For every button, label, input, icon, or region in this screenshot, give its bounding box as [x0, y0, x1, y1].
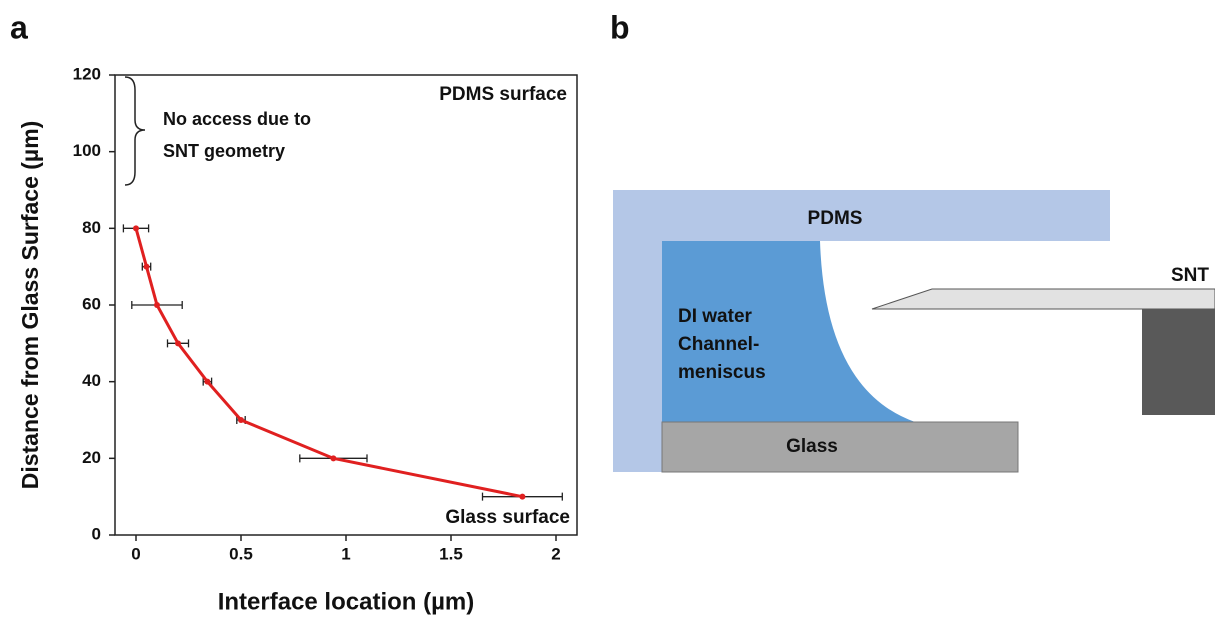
data-point [238, 417, 244, 423]
annotation: PDMS surface [439, 84, 567, 105]
x-tick-label: 0.5 [229, 544, 253, 563]
panel-label: b [610, 9, 630, 45]
diagram-label: Glass [786, 436, 838, 457]
data-point [133, 225, 139, 232]
x-tick-label: 1.5 [439, 544, 463, 563]
x-axis-title: Interface location (µm) [218, 588, 475, 615]
x-tick-label: 2 [551, 544, 560, 563]
data-point [519, 493, 526, 500]
y-tick-label: 40 [82, 371, 101, 390]
data-point [330, 455, 337, 462]
y-tick-label: 0 [92, 524, 101, 543]
data-line [134, 227, 523, 499]
y-tick-label: 80 [82, 218, 101, 237]
glass [661, 421, 1019, 473]
snt-holder [1142, 309, 1215, 415]
data-point [175, 340, 181, 347]
pdms-top [613, 190, 1110, 241]
y-axis-title: Distance from Glass Surface (µm) [17, 121, 43, 490]
brace [124, 76, 146, 186]
snt-tip [871, 288, 1215, 310]
x-tick-label: 1 [341, 544, 350, 563]
diagram-label: PDMS [808, 208, 863, 229]
panel-label: a [10, 9, 28, 45]
diagram-label: SNT [1171, 265, 1209, 286]
y-tick-label: 120 [73, 64, 101, 83]
diagram-label: DI water [678, 306, 753, 327]
pdms-side [613, 190, 662, 472]
y-tick-label: 20 [82, 448, 101, 467]
diagram-label: Channel- [678, 334, 759, 355]
diagram-label: meniscus [678, 362, 766, 383]
data-point [154, 302, 160, 308]
data-point [143, 263, 150, 270]
y-tick-label: 60 [82, 294, 101, 313]
water [662, 241, 915, 422]
data-point [204, 378, 211, 385]
y-tick-label: 100 [73, 141, 101, 160]
annotation: Glass surface [445, 507, 570, 528]
x-tick-label: 0 [131, 544, 140, 563]
annotation: SNT geometry [163, 141, 285, 161]
annotation: No access due to [163, 109, 311, 129]
